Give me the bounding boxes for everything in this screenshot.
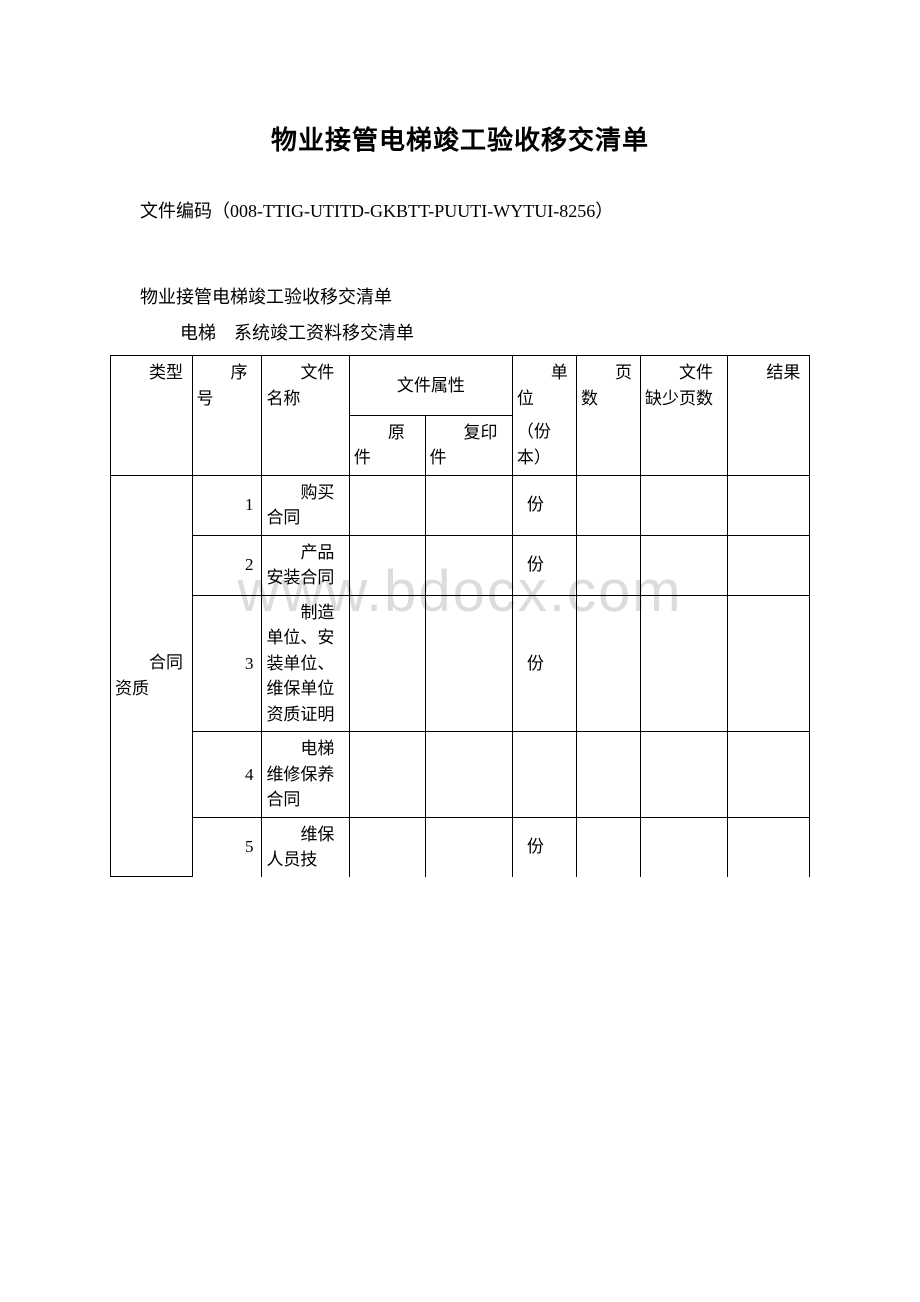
missing-cell xyxy=(641,535,728,595)
copy-cell xyxy=(425,475,512,535)
pages-cell xyxy=(576,817,640,877)
header-seq: 序号 xyxy=(192,356,262,476)
result-cell xyxy=(728,475,810,535)
pages-cell xyxy=(576,595,640,732)
unit-cell xyxy=(512,732,576,818)
original-cell xyxy=(349,595,425,732)
unit-cell: 份 xyxy=(512,535,576,595)
table-row: 合同 资质 1 购买合同 份 xyxy=(111,475,810,535)
subtitle-1: 物业接管电梯竣工验收移交清单 xyxy=(110,283,810,309)
name-cell: 维保人员技 xyxy=(262,817,349,877)
handover-table: 类型 序号 文件名称 文件属性 单位 页数 文件缺少页数 结果 原件 复印件 （… xyxy=(110,355,810,877)
result-cell xyxy=(728,732,810,818)
name-cell: 制造单位、安装单位、维保单位资质证明 xyxy=(262,595,349,732)
header-missing-pages: 文件缺少页数 xyxy=(641,356,728,476)
result-cell xyxy=(728,595,810,732)
copy-cell xyxy=(425,595,512,732)
header-copy: 复印件 xyxy=(425,415,512,475)
header-original: 原件 xyxy=(349,415,425,475)
unit-cell: 份 xyxy=(512,595,576,732)
original-cell xyxy=(349,535,425,595)
header-attr-group: 文件属性 xyxy=(349,356,512,416)
original-cell xyxy=(349,732,425,818)
seq-cell: 1 xyxy=(192,475,262,535)
category-cell: 合同 资质 xyxy=(111,475,193,877)
main-title: 物业接管电梯竣工验收移交清单 xyxy=(110,120,810,157)
missing-cell xyxy=(641,595,728,732)
copy-cell xyxy=(425,817,512,877)
unit-cell: 份 xyxy=(512,817,576,877)
header-doc-name: 文件名称 xyxy=(262,356,349,476)
original-cell xyxy=(349,475,425,535)
seq-cell: 5 xyxy=(192,817,262,877)
name-cell: 购买合同 xyxy=(262,475,349,535)
header-unit-bottom: （份本） xyxy=(512,415,576,475)
table-row: 2 产品安装合同 份 xyxy=(111,535,810,595)
result-cell xyxy=(728,535,810,595)
file-code-line: 文件编码（008-TTIG-UTITD-GKBTT-PUUTI-WYTUI-82… xyxy=(110,197,810,223)
table-row: 4 电梯维修保养合同 xyxy=(111,732,810,818)
copy-cell xyxy=(425,732,512,818)
subtitle-2: 电梯 系统竣工资料移交清单 xyxy=(110,319,810,345)
header-category: 类型 xyxy=(111,356,193,476)
missing-cell xyxy=(641,475,728,535)
table-row: 3 制造单位、安装单位、维保单位资质证明 份 xyxy=(111,595,810,732)
pages-cell xyxy=(576,732,640,818)
name-cell: 电梯维修保养合同 xyxy=(262,732,349,818)
table-row: 5 维保人员技 份 xyxy=(111,817,810,877)
header-pages: 页数 xyxy=(576,356,640,476)
page-content: 物业接管电梯竣工验收移交清单 文件编码（008-TTIG-UTITD-GKBTT… xyxy=(110,120,810,877)
copy-cell xyxy=(425,535,512,595)
header-unit-top: 单位 xyxy=(512,356,576,416)
pages-cell xyxy=(576,475,640,535)
unit-cell: 份 xyxy=(512,475,576,535)
seq-cell: 2 xyxy=(192,535,262,595)
result-cell xyxy=(728,817,810,877)
missing-cell xyxy=(641,732,728,818)
seq-cell: 3 xyxy=(192,595,262,732)
name-cell: 产品安装合同 xyxy=(262,535,349,595)
missing-cell xyxy=(641,817,728,877)
seq-cell: 4 xyxy=(192,732,262,818)
original-cell xyxy=(349,817,425,877)
pages-cell xyxy=(576,535,640,595)
header-result: 结果 xyxy=(728,356,810,476)
header-row-1: 类型 序号 文件名称 文件属性 单位 页数 文件缺少页数 结果 xyxy=(111,356,810,416)
